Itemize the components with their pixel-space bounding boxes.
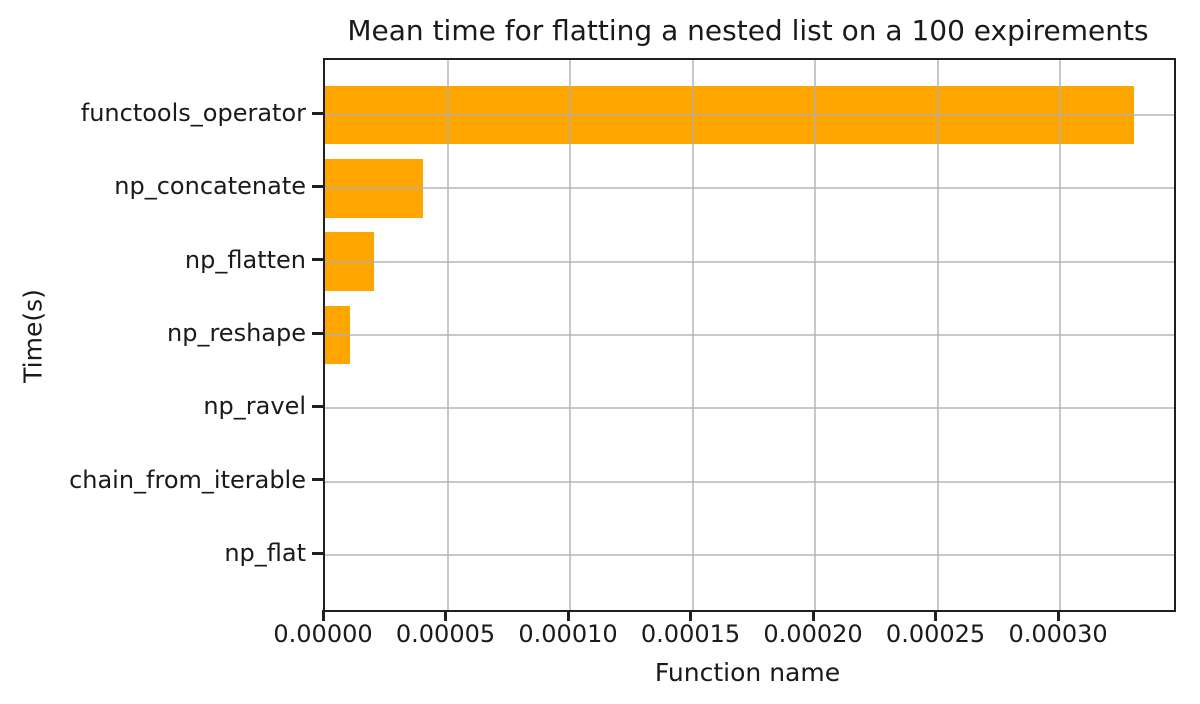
- y-tick-label: np_flat: [224, 539, 306, 567]
- y-tick-mark: [312, 184, 323, 188]
- x-tick-label: 0.00030: [1008, 620, 1108, 648]
- y-tick-label: functools_operator: [80, 99, 306, 127]
- y-tick-label: np_flatten: [184, 245, 306, 274]
- gridline-horizontal: [325, 260, 1174, 263]
- gridline-horizontal: [325, 407, 1174, 410]
- gridline-horizontal: [325, 114, 1174, 116]
- y-tick-mark: [312, 111, 323, 115]
- x-tick-mark: [811, 610, 815, 621]
- x-tick-mark: [1056, 610, 1060, 621]
- gridline-vertical: [814, 60, 817, 610]
- gridline-vertical: [691, 60, 694, 610]
- gridline-vertical: [569, 60, 572, 610]
- x-tick-label: 0.00005: [395, 620, 496, 648]
- y-tick-mark: [312, 331, 323, 335]
- x-tick-label: 0.00015: [640, 620, 741, 648]
- y-tick-mark: [312, 551, 323, 555]
- y-tick-label: np_reshape: [167, 319, 306, 347]
- y-tick-label: np_concatenate: [114, 172, 306, 201]
- plot-area: [323, 58, 1176, 612]
- x-tick-mark: [566, 610, 570, 621]
- y-tick-mark: [312, 404, 323, 408]
- gridline-vertical: [446, 60, 449, 610]
- y-tick-label: chain_from_iterable: [69, 465, 306, 494]
- x-tick-mark: [689, 610, 693, 621]
- x-tick-mark: [321, 610, 325, 621]
- gridline-horizontal: [325, 480, 1174, 483]
- gridline-horizontal: [325, 554, 1174, 556]
- gridline-vertical: [936, 60, 939, 610]
- x-axis-label: Function name: [654, 658, 841, 687]
- x-tick-label: 0.00000: [273, 620, 373, 648]
- y-axis-label: Time(s): [18, 289, 48, 383]
- x-tick-label: 0.00020: [763, 620, 863, 648]
- gridline-horizontal: [325, 334, 1174, 336]
- chart-title: Mean time for flatting a nested list on …: [347, 14, 1149, 47]
- gridline-horizontal: [325, 187, 1174, 190]
- x-tick-label: 0.00010: [518, 620, 618, 648]
- x-tick-label: 0.00025: [885, 620, 986, 648]
- x-tick-mark: [444, 610, 447, 621]
- y-tick-mark: [312, 258, 323, 262]
- y-tick-label: np_ravel: [203, 392, 306, 421]
- x-tick-mark: [934, 610, 938, 621]
- y-tick-mark: [312, 478, 323, 482]
- gridline-vertical: [1059, 60, 1062, 610]
